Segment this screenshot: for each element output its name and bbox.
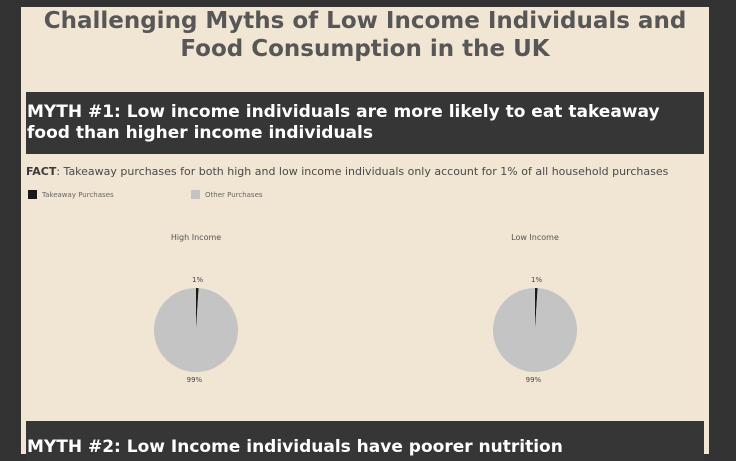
fact-text: : Takeaway purchases for both high and l… [56, 165, 669, 178]
myth-1-heading: MYTH #1: Low income individuals are more… [26, 92, 704, 154]
pie-label-1-1: 99% [526, 376, 542, 384]
pie-slice-1-1 [493, 288, 578, 373]
page-title: Challenging Myths of Low Income Individu… [43, 8, 687, 62]
pie-slice-0-1 [154, 288, 239, 372]
myth-2-heading: MYTH #2: Low Income individuals have poo… [26, 421, 704, 461]
chart-title-low-income: Low Income [511, 233, 559, 242]
legend-label-other: Other Purchases [205, 190, 263, 199]
legend-item-takeaway: Takeaway Purchases [28, 190, 114, 199]
fact-label: FACT [26, 165, 57, 178]
pie-charts: 1% 99% 1% 99% [154, 276, 578, 384]
pie-label-1-0: 1% [531, 276, 542, 284]
pie-label-0-1: 99% [187, 376, 203, 384]
legend-swatch-other [191, 190, 200, 199]
pie-slice-0-0 [196, 288, 199, 330]
fact-1: FACT: Takeaway purchases for both high a… [26, 165, 706, 178]
pie-slice-1-0 [535, 288, 538, 330]
legend-label-takeaway: Takeaway Purchases [42, 190, 114, 199]
legend-swatch-takeaway [28, 190, 37, 199]
pie-label-0-0: 1% [192, 276, 203, 284]
chart-title-high-income: High Income [170, 233, 222, 242]
infographic-page: Challenging Myths of Low Income Individu… [21, 7, 709, 461]
legend-item-other: Other Purchases [191, 190, 263, 199]
